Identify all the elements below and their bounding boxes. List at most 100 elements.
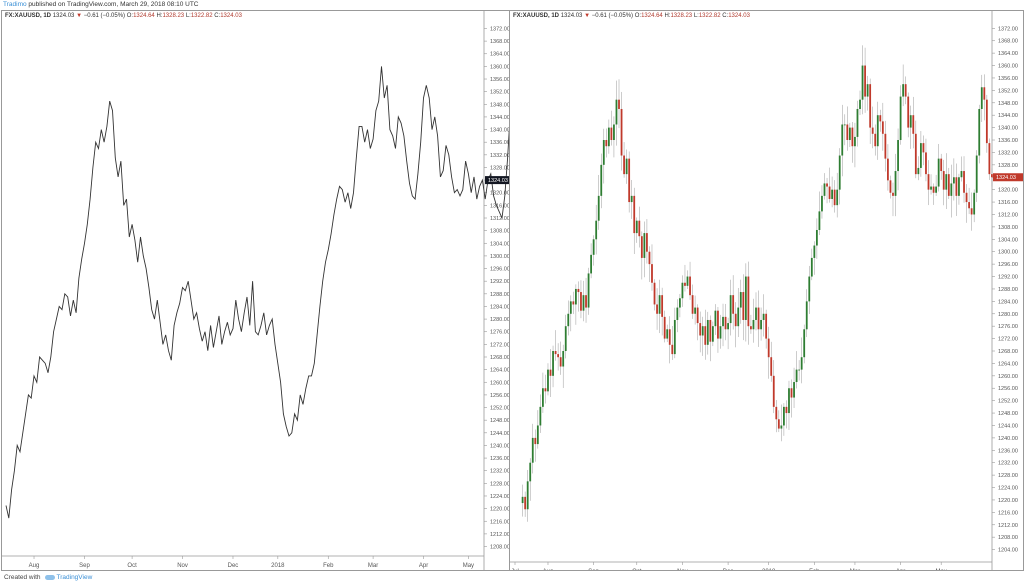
- candle-body: [912, 115, 915, 134]
- candle-body: [894, 171, 897, 196]
- left-x-tick-label: May: [463, 563, 474, 569]
- right-y-tick-label: 1308.00: [998, 225, 1018, 231]
- candle-body: [542, 388, 544, 407]
- left-line-chart[interactable]: 1372.00 1368.00 1364.00 1360.00 1356.00 1352.…: [2, 11, 516, 571]
- right-y-tick-label: 1312.00: [998, 212, 1018, 218]
- left-y-tick-label: 1356.00: [490, 77, 510, 83]
- left-y-tick-label: 1240.00: [490, 443, 510, 449]
- left-y-tick-label: 1280.00: [490, 317, 510, 323]
- right-y-tick-label: 1232.00: [998, 461, 1018, 467]
- left-y-tick-label: 1244.00: [490, 431, 510, 437]
- candle-body: [876, 115, 879, 147]
- candle-body: [635, 220, 638, 234]
- candle-body: [902, 84, 905, 97]
- right-y-tick-label: 1224.00: [998, 486, 1018, 492]
- candle-body: [567, 313, 570, 327]
- legend-low-label: L:: [185, 13, 191, 19]
- left-y-tick-label: 1300.00: [490, 254, 510, 260]
- candle-body: [968, 202, 970, 209]
- author-link[interactable]: Tradimo: [3, 1, 27, 8]
- candle-body: [521, 496, 524, 504]
- candle-body: [978, 108, 981, 156]
- tradingview-cloud-icon: [44, 574, 55, 580]
- right-x-tick-label: Dec: [723, 569, 734, 571]
- candle-body: [861, 65, 864, 100]
- candle-body: [729, 295, 732, 324]
- candle-body: [767, 338, 770, 358]
- candle-body: [737, 307, 740, 327]
- legend-high: 1328.23: [670, 13, 693, 19]
- legend-low: 1322.82: [190, 13, 213, 19]
- candle-body: [810, 257, 813, 277]
- right-y-tick-label: 1356.00: [998, 76, 1018, 82]
- candle-body: [673, 319, 676, 355]
- candle-body: [689, 276, 691, 296]
- candle-body: [524, 496, 527, 510]
- candle-body: [564, 326, 567, 352]
- candle-body: [818, 211, 821, 230]
- candle-body: [696, 307, 699, 324]
- left-y-tick-label: 1296.00: [490, 267, 510, 273]
- tradingview-brand-link[interactable]: TradingView: [56, 574, 93, 581]
- candle-body: [798, 369, 801, 371]
- candle-body: [965, 192, 968, 203]
- candle-body: [846, 124, 849, 141]
- candle-body: [717, 310, 719, 339]
- candle-body: [557, 354, 560, 358]
- candle-body: [940, 158, 943, 172]
- left-y-tick-label: 1352.00: [490, 90, 510, 96]
- right-x-tick-label: Nov: [677, 569, 688, 571]
- last-price-badge: [485, 176, 515, 185]
- candle-body: [552, 351, 554, 376]
- candle-body: [656, 304, 658, 314]
- candle-body: [958, 177, 960, 196]
- right-y-tick-label: 1328.00: [998, 163, 1018, 169]
- candle-body: [874, 133, 877, 147]
- candle-body: [747, 276, 750, 327]
- candle-body: [554, 351, 557, 355]
- candle-body: [628, 158, 631, 203]
- candle-body: [638, 220, 641, 237]
- candle-body: [760, 319, 762, 330]
- candle-body: [985, 99, 988, 144]
- right-y-tick-label: 1284.00: [998, 299, 1018, 305]
- left-chart-pane[interactable]: FX:XAUUSD, 1D 1324.03 ▼ −0.61 (−0.05%) O…: [1, 10, 516, 571]
- candle-body: [907, 96, 910, 128]
- candle-body: [562, 351, 565, 367]
- candle-body: [750, 326, 752, 330]
- legend-close: 1324.03: [728, 13, 750, 19]
- candle-body: [668, 329, 671, 345]
- candle-body: [582, 295, 585, 311]
- legend-high-label: H:: [156, 13, 163, 19]
- right-chart-pane[interactable]: FX:XAUUSD, 1D 1324.03 ▼ −0.61 (−0.05%) O…: [509, 10, 1024, 571]
- candle-body: [752, 319, 755, 330]
- candle-body: [869, 84, 872, 128]
- legend-last: 1324.03: [52, 13, 75, 19]
- candle-body: [592, 239, 595, 255]
- candle-body: [714, 310, 717, 327]
- left-y-tick-label: 1316.00: [490, 203, 510, 209]
- candle-body: [851, 127, 854, 147]
- candle-body: [681, 282, 684, 299]
- candle-body: [780, 425, 783, 429]
- legend-low: 1322.82: [698, 13, 721, 19]
- candle-body: [828, 186, 831, 199]
- left-x-tick-label: Feb: [323, 563, 334, 569]
- left-y-tick-label: 1212.00: [490, 532, 510, 538]
- left-y-tick-label: 1288.00: [490, 292, 510, 298]
- candle-body: [884, 133, 887, 159]
- left-y-tick-label: 1264.00: [490, 368, 510, 374]
- publish-header: Tradimo published on TradingView.com, Ma…: [0, 0, 1024, 10]
- candle-body: [922, 143, 925, 153]
- right-x-tick-label: Sep: [588, 569, 599, 571]
- right-candlestick-chart[interactable]: 1372.00 1368.00 1364.00 1360.00 1356.00 1352.…: [510, 11, 1024, 571]
- legend-symbol[interactable]: FX:XAUUSD, 1D: [5, 13, 52, 19]
- left-y-tick-label: 1232.00: [490, 469, 510, 475]
- candle-body: [580, 292, 582, 311]
- candle-body: [536, 425, 539, 445]
- left-x-tick-label: Sep: [79, 563, 90, 569]
- legend-symbol[interactable]: FX:XAUUSD, 1D: [513, 13, 560, 19]
- left-y-tick-label: 1312.00: [490, 216, 510, 222]
- right-y-tick-label: 1336.00: [998, 138, 1018, 144]
- candle-body: [678, 298, 681, 308]
